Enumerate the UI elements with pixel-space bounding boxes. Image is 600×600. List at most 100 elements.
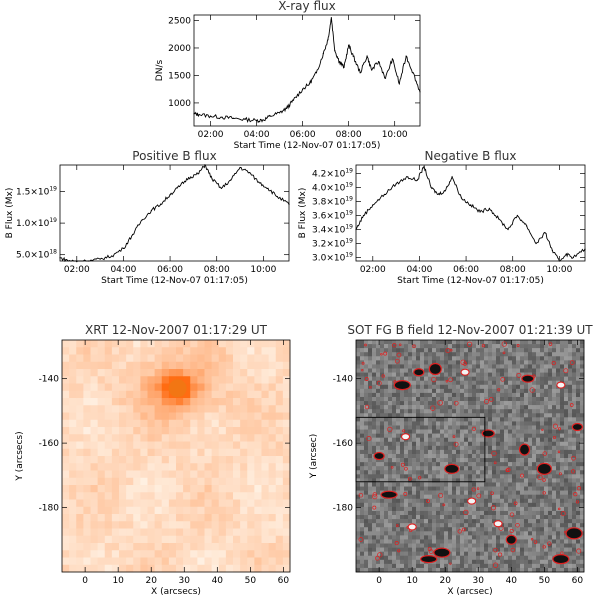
sot-pixel (420, 498, 425, 504)
sot-pixel (396, 409, 401, 414)
sot-pixel (516, 551, 521, 557)
sot-pixel (556, 356, 561, 361)
sot-pixel (548, 462, 553, 467)
sot-pixel (424, 519, 429, 524)
sot-pixel (440, 396, 445, 402)
sot-x-tick-label: 0 (376, 576, 382, 586)
sot-pixel (440, 372, 445, 377)
xrt-pixel (176, 470, 184, 479)
sot-pixel (456, 392, 461, 398)
xrt-pixel (140, 521, 148, 529)
sot-pixel (468, 490, 473, 495)
xrt-pixel (183, 557, 191, 566)
sot-pixel (424, 384, 429, 390)
sot-contour-mark (449, 349, 453, 352)
sot-pixel (548, 409, 553, 414)
sot-pixel (412, 519, 417, 524)
sot-pixel (404, 510, 409, 516)
xrt-pixel (282, 470, 291, 479)
sot-pixel (504, 531, 509, 536)
sot-pixel (564, 490, 569, 495)
xrt-pixel (133, 499, 141, 508)
xrt-pixel (62, 499, 70, 508)
sot-pixel (480, 372, 485, 377)
sot-pixel (472, 531, 477, 536)
sot-pixel (392, 486, 397, 491)
xrt-pixel (104, 347, 113, 355)
xrt-pixel (83, 361, 91, 370)
sot-contour-mark (364, 404, 370, 410)
xrt-pixel (90, 463, 99, 471)
sot-pixel (372, 352, 377, 357)
sot-pixel (500, 535, 505, 540)
sot-pixel (488, 401, 493, 406)
sot-pixel (432, 453, 437, 459)
sot-pixel (372, 344, 377, 349)
xrt-pixel (225, 347, 234, 355)
sot-pixel (540, 368, 545, 373)
sot-pixel (516, 567, 521, 573)
xrt-pixel (104, 499, 113, 508)
sot-pixel (528, 510, 533, 516)
sot-pixel (572, 510, 577, 516)
sot-contour-mark (471, 426, 477, 432)
xrt-pixel (161, 521, 170, 529)
sot-pixel (488, 515, 493, 520)
xrt-pixel (111, 412, 120, 421)
sot-pixel (576, 429, 581, 434)
sot-pixel (516, 433, 521, 438)
sot-contour-mark (383, 351, 388, 356)
sot-contour-mark (530, 538, 534, 541)
sot-pixel (416, 559, 421, 565)
sot-pixel (396, 458, 401, 463)
sot-pixel (572, 482, 577, 487)
sot-pixel (560, 405, 565, 410)
sot-pixel (480, 510, 485, 516)
sot-pixel (384, 449, 389, 455)
xrt-pixel (133, 347, 141, 355)
xrt-pixel (268, 412, 277, 421)
sot-pixel (516, 515, 521, 520)
sot-pixel (548, 539, 553, 544)
sot-pixel (360, 352, 365, 357)
sot-pixel (440, 555, 445, 561)
sot-pixel (428, 360, 433, 365)
sot-pixel (476, 531, 481, 536)
sot-pixel (392, 429, 397, 434)
sot-pixel (376, 364, 381, 369)
xrt-pixel (140, 485, 148, 493)
sot-pixel (472, 360, 477, 365)
sot-pixel (408, 462, 413, 467)
xrt-pixel (204, 441, 213, 450)
sot-contour-mark (462, 527, 466, 532)
sot-pixel (496, 535, 501, 540)
sot-pixel (368, 539, 373, 544)
sot-pixel (552, 376, 557, 382)
xrt-pixel (282, 427, 291, 435)
sot-pixel (532, 510, 537, 516)
sot-pixel (360, 486, 365, 491)
sot-pixel (408, 340, 413, 345)
sot-pixel (420, 531, 425, 536)
sot-pixel (376, 388, 381, 394)
sot-pixel (580, 396, 585, 402)
sot-pixel (564, 486, 569, 491)
sot-pixel (444, 515, 449, 520)
sot-pixel (456, 425, 461, 430)
sot-pixel (512, 356, 517, 361)
xrt-pixel (225, 441, 234, 450)
xrt-pixel (211, 499, 220, 508)
xrt-pixel (111, 347, 120, 355)
sot-pixel (440, 563, 445, 569)
sot-plot-frame (355, 339, 585, 573)
sot-pixel (520, 502, 525, 508)
sot-pixel (572, 555, 577, 561)
sot-pixel (536, 543, 541, 548)
sot-pixel (416, 470, 421, 475)
xrt-pixel (161, 557, 170, 566)
xrt-pixel (190, 550, 198, 558)
sot-pixel (568, 523, 573, 528)
sot-pixel (552, 413, 557, 418)
sot-pixel (536, 348, 541, 353)
sot-contour-mark (364, 343, 367, 347)
